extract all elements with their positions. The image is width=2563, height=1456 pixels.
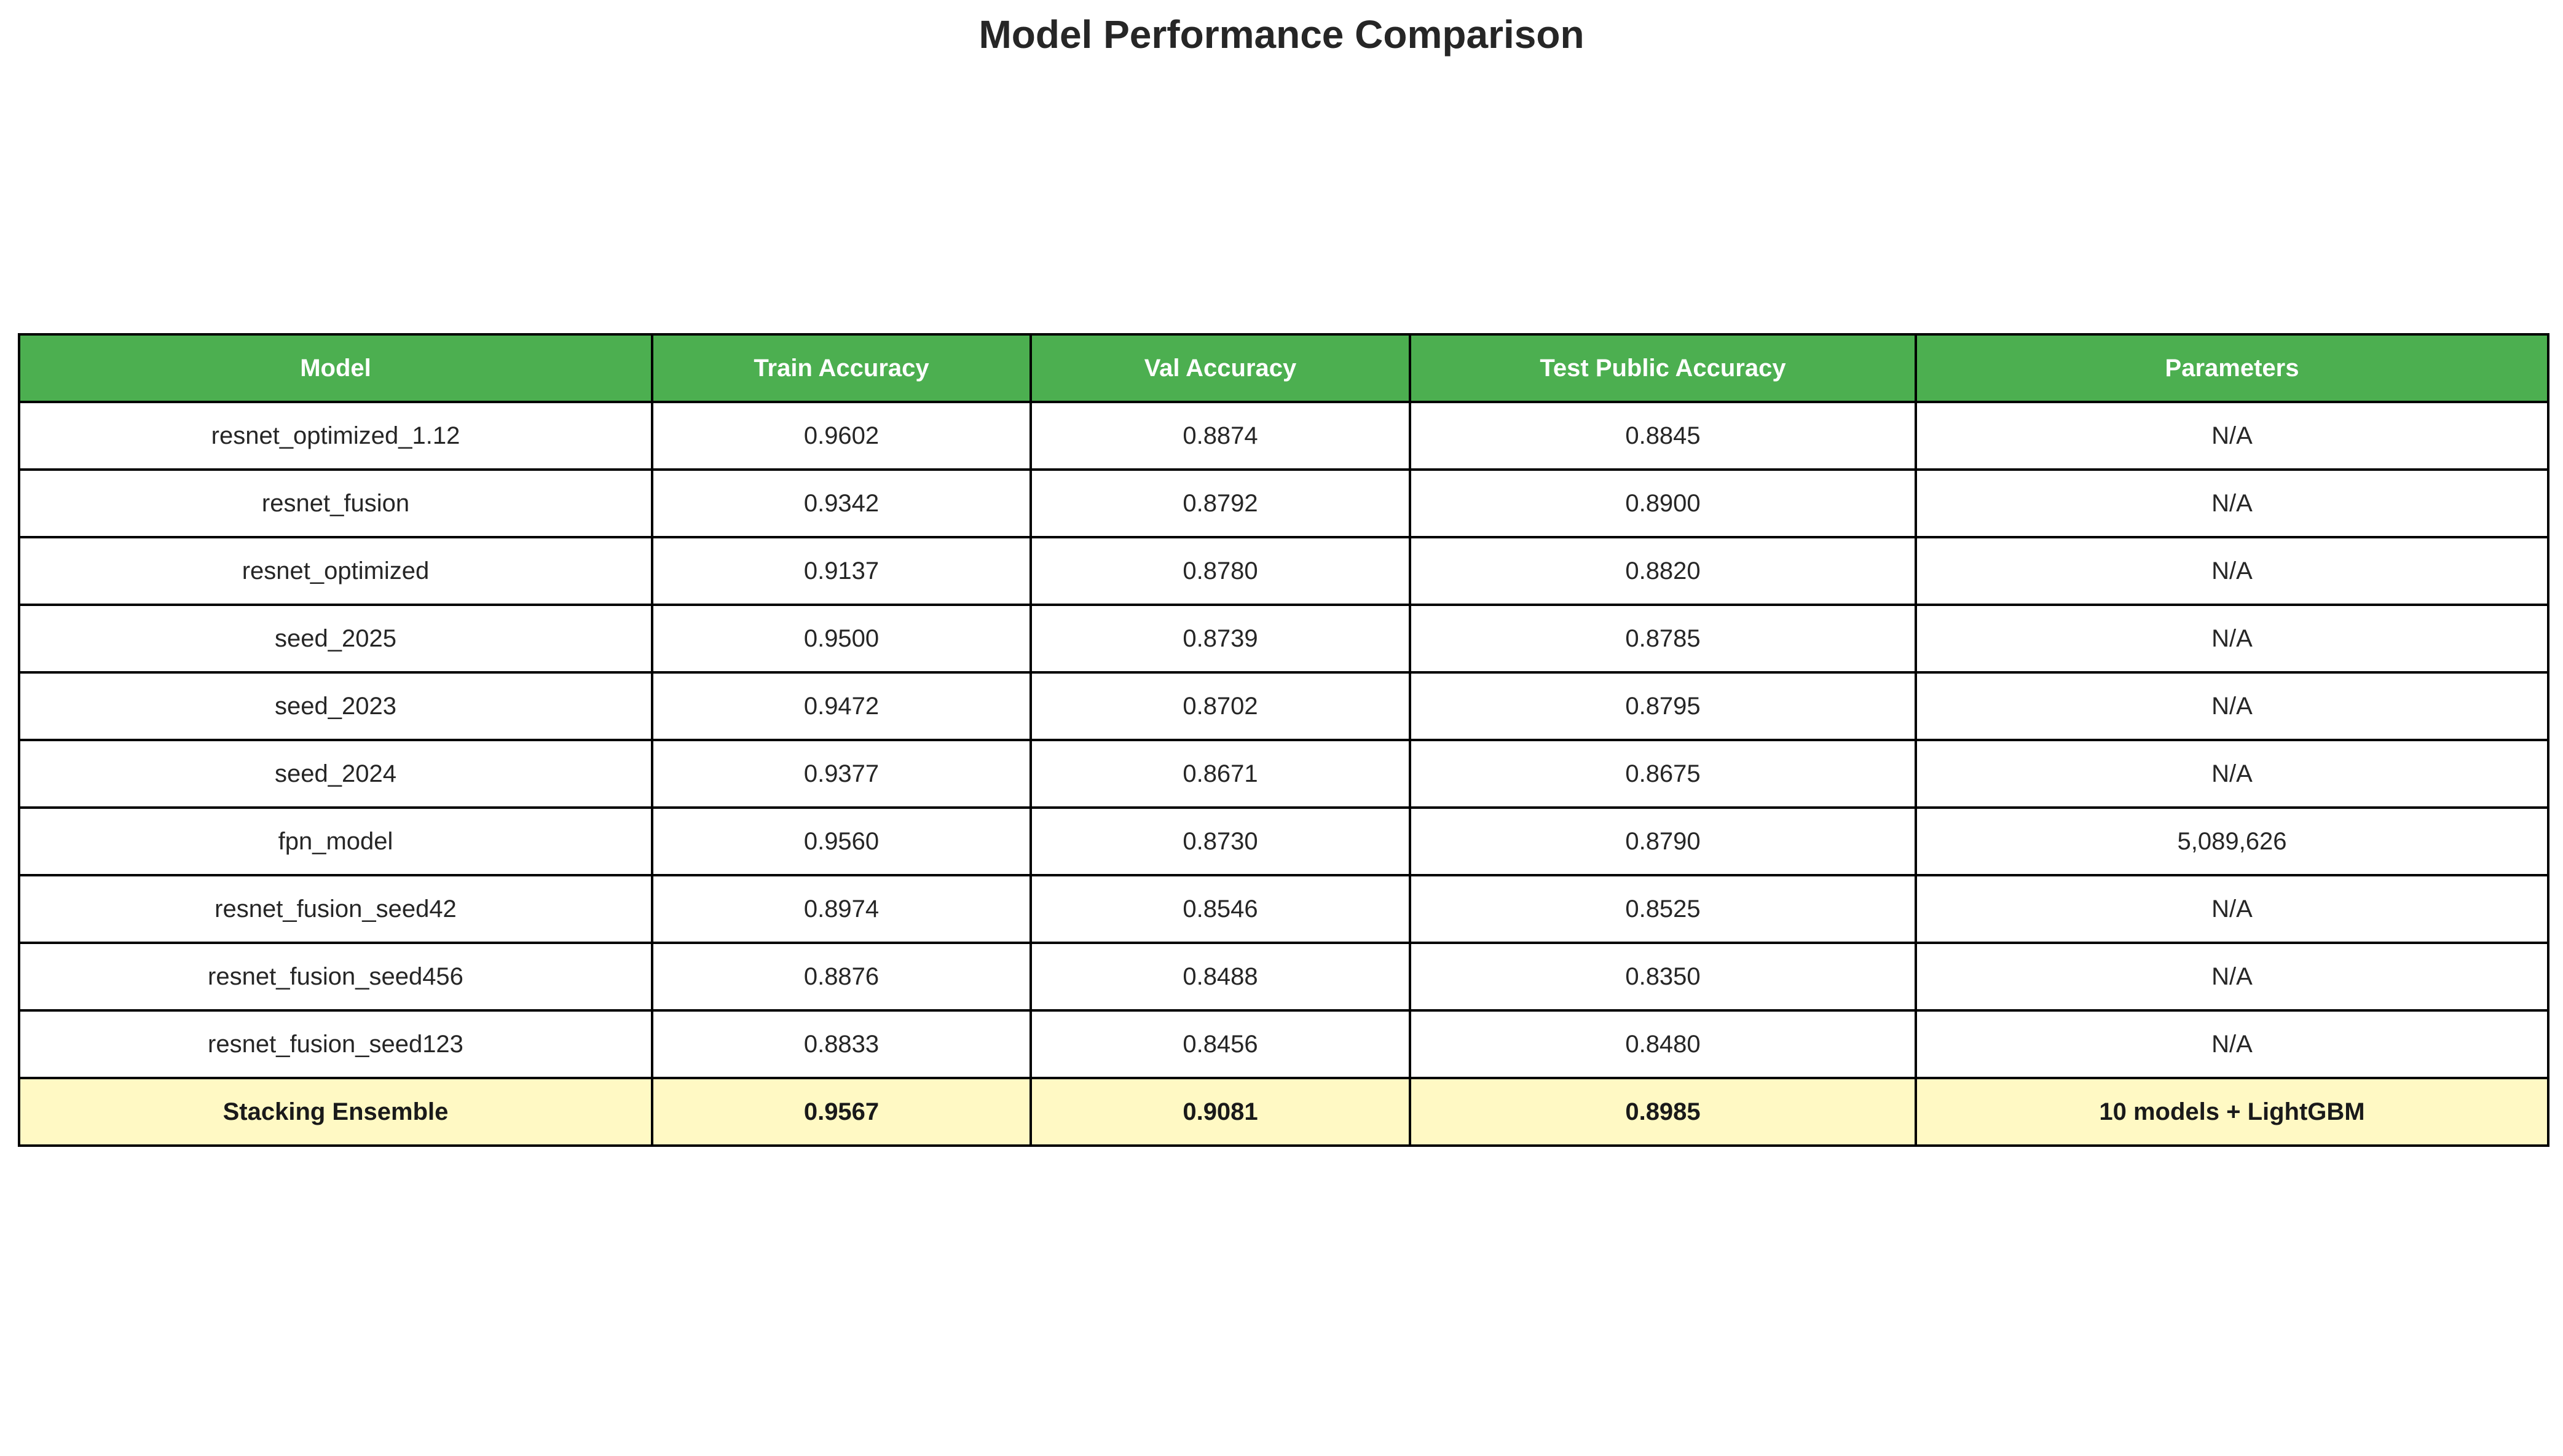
column-header-train-accuracy: Train Accuracy xyxy=(651,333,1032,403)
cell-val-accuracy: 0.8874 xyxy=(1030,401,1411,471)
cell-test-public-accuracy: 0.8845 xyxy=(1409,401,1917,471)
cell-train-accuracy: 0.9342 xyxy=(651,468,1032,538)
table-header-row: Model Train Accuracy Val Accuracy Test P… xyxy=(18,333,2549,403)
column-header-parameters: Parameters xyxy=(1915,333,2549,403)
cell-train-accuracy: 0.9560 xyxy=(651,806,1032,876)
table-row: resnet_fusion 0.9342 0.8792 0.8900 N/A xyxy=(18,468,2549,538)
column-header-val-accuracy: Val Accuracy xyxy=(1030,333,1411,403)
cell-parameters: 5,089,626 xyxy=(1915,806,2549,876)
cell-test-public-accuracy: 0.8675 xyxy=(1409,739,1917,809)
cell-test-public-accuracy: 0.8820 xyxy=(1409,536,1917,606)
cell-test-public-accuracy: 0.8480 xyxy=(1409,1009,1917,1079)
cell-model: Stacking Ensemble xyxy=(18,1077,653,1147)
cell-test-public-accuracy: 0.8790 xyxy=(1409,806,1917,876)
cell-train-accuracy: 0.9377 xyxy=(651,739,1032,809)
cell-parameters: N/A xyxy=(1915,1009,2549,1079)
cell-val-accuracy: 0.8702 xyxy=(1030,671,1411,741)
cell-train-accuracy: 0.8876 xyxy=(651,942,1032,1012)
table-row: seed_2023 0.9472 0.8702 0.8795 N/A xyxy=(18,671,2549,741)
cell-model: resnet_fusion xyxy=(18,468,653,538)
cell-val-accuracy: 0.8456 xyxy=(1030,1009,1411,1079)
cell-test-public-accuracy: 0.8785 xyxy=(1409,604,1917,674)
cell-train-accuracy: 0.9472 xyxy=(651,671,1032,741)
cell-train-accuracy: 0.8974 xyxy=(651,874,1032,944)
cell-parameters: 10 models + LightGBM xyxy=(1915,1077,2549,1147)
cell-val-accuracy: 0.8671 xyxy=(1030,739,1411,809)
cell-model: seed_2024 xyxy=(18,739,653,809)
cell-test-public-accuracy: 0.8350 xyxy=(1409,942,1917,1012)
cell-parameters: N/A xyxy=(1915,671,2549,741)
cell-parameters: N/A xyxy=(1915,942,2549,1012)
cell-model: fpn_model xyxy=(18,806,653,876)
cell-model: resnet_fusion_seed42 xyxy=(18,874,653,944)
cell-val-accuracy: 0.8488 xyxy=(1030,942,1411,1012)
cell-parameters: N/A xyxy=(1915,536,2549,606)
cell-model: resnet_optimized xyxy=(18,536,653,606)
table-row: fpn_model 0.9560 0.8730 0.8790 5,089,626 xyxy=(18,806,2549,876)
cell-parameters: N/A xyxy=(1915,604,2549,674)
table-row: seed_2025 0.9500 0.8739 0.8785 N/A xyxy=(18,604,2549,674)
cell-test-public-accuracy: 0.8985 xyxy=(1409,1077,1917,1147)
table-row: resnet_fusion_seed123 0.8833 0.8456 0.8480 N… xyxy=(18,1009,2549,1079)
cell-val-accuracy: 0.8780 xyxy=(1030,536,1411,606)
cell-parameters: N/A xyxy=(1915,874,2549,944)
table-row: resnet_fusion_seed456 0.8876 0.8488 0.8350 N… xyxy=(18,942,2549,1012)
cell-parameters: N/A xyxy=(1915,468,2549,538)
cell-train-accuracy: 0.9567 xyxy=(651,1077,1032,1147)
table-body: resnet_optimized_1.12 0.9602 0.8874 0.8845 N… xyxy=(18,401,2549,1147)
cell-model: resnet_optimized_1.12 xyxy=(18,401,653,471)
cell-test-public-accuracy: 0.8900 xyxy=(1409,468,1917,538)
cell-test-public-accuracy: 0.8795 xyxy=(1409,671,1917,741)
cell-val-accuracy: 0.8792 xyxy=(1030,468,1411,538)
cell-val-accuracy: 0.8730 xyxy=(1030,806,1411,876)
cell-train-accuracy: 0.9137 xyxy=(651,536,1032,606)
table-row: resnet_optimized 0.9137 0.8780 0.8820 N/A xyxy=(18,536,2549,606)
column-header-model: Model xyxy=(18,333,653,403)
cell-train-accuracy: 0.8833 xyxy=(651,1009,1032,1079)
cell-val-accuracy: 0.9081 xyxy=(1030,1077,1411,1147)
cell-test-public-accuracy: 0.8525 xyxy=(1409,874,1917,944)
performance-table: Model Train Accuracy Val Accuracy Test P… xyxy=(18,333,2549,1147)
chart-title: Model Performance Comparison xyxy=(978,12,1585,57)
cell-model: seed_2023 xyxy=(18,671,653,741)
cell-model: seed_2025 xyxy=(18,604,653,674)
table-row: seed_2024 0.9377 0.8671 0.8675 N/A xyxy=(18,739,2549,809)
table-row: resnet_optimized_1.12 0.9602 0.8874 0.8845 N… xyxy=(18,401,2549,471)
cell-model: resnet_fusion_seed456 xyxy=(18,942,653,1012)
cell-val-accuracy: 0.8739 xyxy=(1030,604,1411,674)
cell-parameters: N/A xyxy=(1915,401,2549,471)
cell-train-accuracy: 0.9602 xyxy=(651,401,1032,471)
cell-train-accuracy: 0.9500 xyxy=(651,604,1032,674)
table-row: resnet_fusion_seed42 0.8974 0.8546 0.8525 N/… xyxy=(18,874,2549,944)
column-header-test-public-accuracy: Test Public Accuracy xyxy=(1409,333,1917,403)
cell-val-accuracy: 0.8546 xyxy=(1030,874,1411,944)
cell-parameters: N/A xyxy=(1915,739,2549,809)
table-row-highlighted: Stacking Ensemble 0.9567 0.9081 0.8985 10 mo… xyxy=(18,1077,2549,1147)
cell-model: resnet_fusion_seed123 xyxy=(18,1009,653,1079)
